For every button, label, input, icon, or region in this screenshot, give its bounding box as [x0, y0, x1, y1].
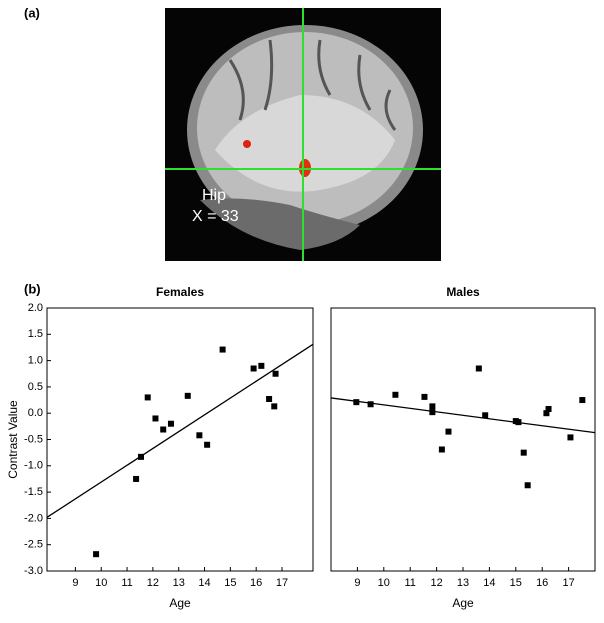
data-point: [271, 403, 278, 410]
panel-label: (b): [24, 281, 41, 296]
mri-image: Hip X = 33: [165, 8, 441, 261]
x-tick-label: 14: [483, 577, 495, 589]
x-tick-label: 9: [354, 577, 360, 589]
data-point: [545, 405, 552, 412]
x-tick-label: 10: [95, 577, 107, 589]
data-point: [204, 441, 211, 448]
image-annotation: X = 33: [192, 208, 239, 225]
data-point: [133, 475, 140, 482]
y-tick-label: -1.5: [24, 486, 43, 498]
plot-frame: [46, 307, 314, 572]
image-annotation: Hip: [202, 187, 226, 204]
data-point: [520, 449, 527, 456]
y-tick-label: 0.0: [28, 407, 43, 419]
y-tick-label: -2.5: [24, 539, 43, 551]
regression-line: [46, 343, 314, 518]
plot-frame: [330, 307, 596, 572]
data-point: [524, 482, 531, 489]
data-point: [196, 432, 203, 439]
data-point: [184, 392, 191, 399]
data-point: [353, 399, 360, 406]
x-tick-label: 12: [147, 577, 159, 589]
regression-line: [330, 397, 596, 434]
x-axis-label: Age: [452, 596, 474, 610]
x-tick-label: 17: [562, 577, 574, 589]
data-point: [144, 394, 151, 401]
data-point: [250, 365, 257, 372]
chart-title: Males: [446, 285, 480, 299]
data-point: [258, 362, 265, 369]
data-point: [579, 397, 586, 404]
x-tick-label: 12: [430, 577, 442, 589]
data-point: [167, 420, 174, 427]
data-point: [421, 393, 428, 400]
data-point: [152, 415, 159, 422]
x-tick-label: 15: [510, 577, 522, 589]
data-point: [482, 412, 489, 419]
y-axis-label: Contrast Value: [6, 400, 20, 479]
chart-title: Females: [156, 285, 204, 299]
y-tick-label: 0.5: [28, 381, 43, 393]
x-axis-label: Age: [169, 596, 191, 610]
x-tick-label: 14: [198, 577, 210, 589]
data-point: [429, 409, 436, 416]
x-tick-label: 16: [536, 577, 548, 589]
data-point: [445, 428, 452, 435]
y-tick-label: -3.0: [24, 565, 43, 577]
y-tick-label: -2.0: [24, 512, 43, 524]
data-point: [475, 365, 482, 372]
x-tick-label: 15: [224, 577, 236, 589]
data-point: [438, 446, 445, 453]
x-tick-label: 11: [121, 577, 132, 589]
data-point: [219, 346, 226, 353]
x-tick-label: 17: [276, 577, 288, 589]
x-tick-label: 13: [457, 577, 469, 589]
x-tick-label: 13: [173, 577, 185, 589]
x-tick-label: 16: [250, 577, 262, 589]
x-tick-label: 11: [404, 577, 415, 589]
data-point: [567, 434, 574, 441]
x-tick-label: 9: [72, 577, 78, 589]
y-tick-label: -0.5: [24, 433, 43, 445]
data-point: [272, 370, 279, 377]
data-point: [543, 410, 550, 417]
data-point: [266, 395, 273, 402]
y-tick-label: -1.0: [24, 460, 43, 472]
data-point: [429, 403, 436, 410]
x-tick-label: 10: [378, 577, 390, 589]
y-tick-label: 2.0: [28, 302, 43, 314]
data-point: [367, 401, 374, 408]
panel-label: (a): [24, 5, 40, 20]
data-point: [93, 551, 100, 558]
data-point: [160, 426, 167, 433]
y-tick-label: 1.5: [28, 328, 43, 340]
data-point: [392, 391, 399, 398]
y-tick-label: 1.0: [28, 355, 43, 367]
